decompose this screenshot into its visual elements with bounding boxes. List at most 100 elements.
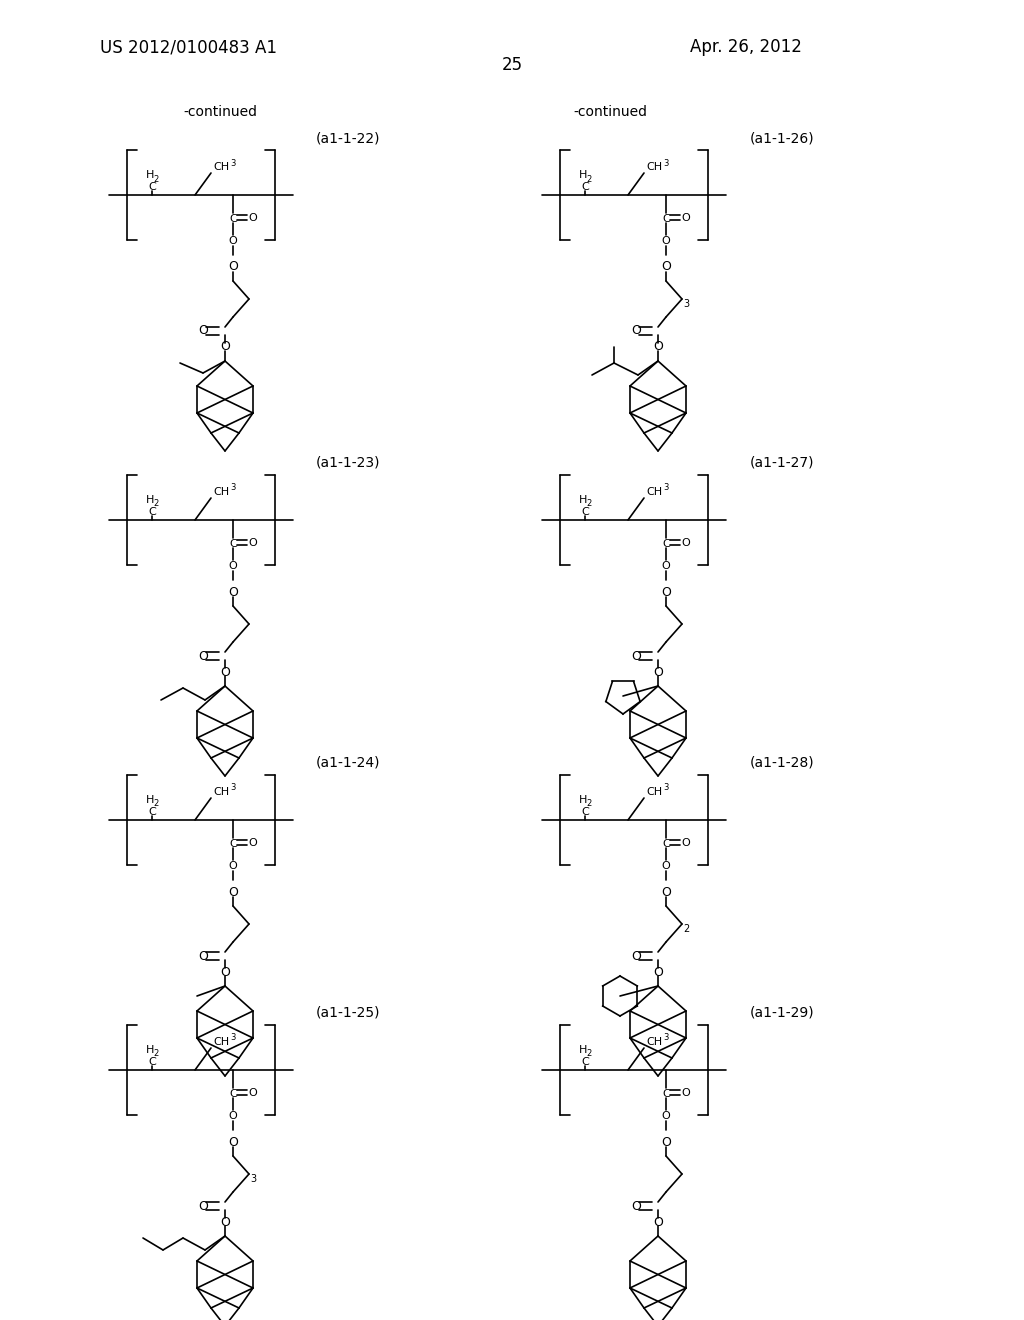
Text: O: O (249, 539, 257, 548)
Text: O: O (198, 1200, 208, 1213)
Text: 3: 3 (230, 784, 236, 792)
Text: 3: 3 (230, 158, 236, 168)
Text: C: C (582, 507, 589, 517)
Text: O: O (662, 886, 671, 899)
Text: CH: CH (213, 1038, 229, 1047)
Text: 2: 2 (154, 800, 159, 808)
Text: O: O (662, 861, 671, 871)
Text: C: C (663, 840, 670, 849)
Text: (a1-1-29): (a1-1-29) (750, 1006, 815, 1020)
Text: CH: CH (213, 162, 229, 172)
Text: 2: 2 (587, 800, 592, 808)
Text: (a1-1-23): (a1-1-23) (316, 455, 381, 470)
Text: -continued: -continued (573, 106, 647, 119)
Text: 3: 3 (250, 1173, 256, 1184)
Text: O: O (198, 325, 208, 338)
Text: US 2012/0100483 A1: US 2012/0100483 A1 (100, 38, 278, 55)
Text: H: H (579, 795, 587, 805)
Text: 2: 2 (154, 499, 159, 508)
Text: (a1-1-26): (a1-1-26) (750, 131, 815, 145)
Text: 2: 2 (154, 1049, 159, 1059)
Text: O: O (631, 1200, 641, 1213)
Text: C: C (148, 1057, 156, 1067)
Text: H: H (145, 495, 155, 506)
Text: 3: 3 (230, 1034, 236, 1043)
Text: C: C (148, 807, 156, 817)
Text: O: O (662, 561, 671, 572)
Text: (a1-1-24): (a1-1-24) (316, 756, 381, 770)
Text: O: O (228, 236, 238, 246)
Text: O: O (220, 341, 230, 354)
Text: 2: 2 (587, 499, 592, 508)
Text: O: O (662, 586, 671, 598)
Text: O: O (220, 665, 230, 678)
Text: (a1-1-28): (a1-1-28) (750, 756, 815, 770)
Text: O: O (662, 1135, 671, 1148)
Text: C: C (148, 507, 156, 517)
Text: H: H (145, 170, 155, 180)
Text: O: O (662, 1111, 671, 1121)
Text: C: C (582, 807, 589, 817)
Text: O: O (662, 236, 671, 246)
Text: O: O (249, 1088, 257, 1098)
Text: CH: CH (646, 487, 663, 498)
Text: O: O (653, 1216, 663, 1229)
Text: CH: CH (646, 787, 663, 797)
Text: O: O (653, 965, 663, 978)
Text: C: C (148, 182, 156, 191)
Text: (a1-1-25): (a1-1-25) (316, 1006, 381, 1020)
Text: O: O (249, 213, 257, 223)
Text: C: C (663, 539, 670, 549)
Text: 25: 25 (502, 55, 522, 74)
Text: O: O (682, 1088, 690, 1098)
Text: CH: CH (646, 162, 663, 172)
Text: CH: CH (213, 787, 229, 797)
Text: O: O (653, 665, 663, 678)
Text: 2: 2 (587, 174, 592, 183)
Text: O: O (228, 561, 238, 572)
Text: H: H (145, 795, 155, 805)
Text: O: O (662, 260, 671, 273)
Text: O: O (198, 949, 208, 962)
Text: O: O (682, 838, 690, 847)
Text: O: O (198, 649, 208, 663)
Text: 3: 3 (663, 483, 669, 492)
Text: CH: CH (213, 487, 229, 498)
Text: C: C (663, 214, 670, 224)
Text: 3: 3 (663, 784, 669, 792)
Text: (a1-1-27): (a1-1-27) (750, 455, 814, 470)
Text: O: O (228, 586, 238, 598)
Text: 3: 3 (683, 300, 689, 309)
Text: O: O (682, 213, 690, 223)
Text: C: C (229, 214, 237, 224)
Text: (a1-1-22): (a1-1-22) (316, 131, 381, 145)
Text: C: C (663, 1089, 670, 1100)
Text: O: O (249, 838, 257, 847)
Text: H: H (579, 495, 587, 506)
Text: CH: CH (646, 1038, 663, 1047)
Text: C: C (229, 1089, 237, 1100)
Text: O: O (220, 965, 230, 978)
Text: 3: 3 (663, 1034, 669, 1043)
Text: H: H (145, 1045, 155, 1055)
Text: H: H (579, 1045, 587, 1055)
Text: O: O (228, 1135, 238, 1148)
Text: 2: 2 (683, 924, 689, 935)
Text: O: O (228, 260, 238, 273)
Text: O: O (631, 325, 641, 338)
Text: 2: 2 (154, 174, 159, 183)
Text: C: C (229, 539, 237, 549)
Text: C: C (229, 840, 237, 849)
Text: 2: 2 (587, 1049, 592, 1059)
Text: O: O (631, 649, 641, 663)
Text: O: O (228, 886, 238, 899)
Text: C: C (582, 182, 589, 191)
Text: 3: 3 (663, 158, 669, 168)
Text: -continued: -continued (183, 106, 257, 119)
Text: C: C (582, 1057, 589, 1067)
Text: H: H (579, 170, 587, 180)
Text: 3: 3 (230, 483, 236, 492)
Text: O: O (228, 1111, 238, 1121)
Text: O: O (228, 861, 238, 871)
Text: O: O (653, 341, 663, 354)
